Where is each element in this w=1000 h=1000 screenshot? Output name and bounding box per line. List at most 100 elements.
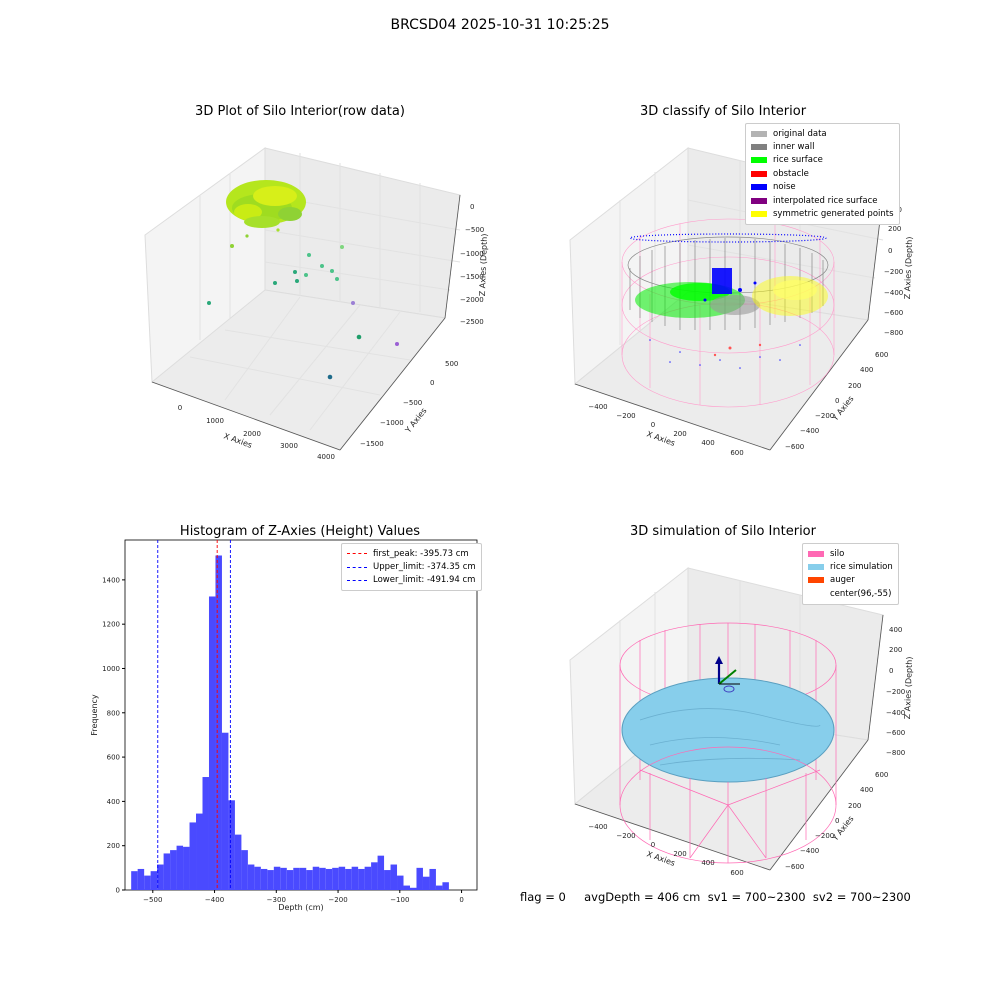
- y-tick-label: 800: [107, 709, 120, 717]
- simulation-z-tick: 200: [889, 646, 902, 654]
- legend-item-obstacle: obstacle: [751, 167, 894, 180]
- x-tick-label: −500: [143, 896, 162, 904]
- classify-noise-cluster: [703, 268, 757, 302]
- histogram-x-axis-label: Depth (cm): [278, 903, 323, 912]
- classify-obstacle-dots: [713, 343, 762, 357]
- histogram-bar: [163, 853, 171, 890]
- histogram-bar: [150, 871, 158, 890]
- raw-y-tick: −1500: [360, 440, 384, 448]
- classify-z-tick: 200: [888, 225, 901, 233]
- simulation-z-tick: 400: [889, 626, 902, 634]
- simulation-y-axis-label: Y Axies: [830, 814, 856, 843]
- simulation-3d-z-ticks: 400 200 0 −200 −400 −600 −800: [886, 626, 905, 757]
- raw-3d-z-ticks: 0 −500 −1000 −1500 −2000 −2500: [460, 203, 484, 326]
- histogram-bar: [371, 862, 378, 890]
- classify-y-axis-label: Y Axies: [830, 394, 856, 423]
- legend-label: obstacle: [773, 168, 809, 179]
- histogram-bar: [312, 866, 320, 890]
- simulation-z-tick: −400: [886, 709, 905, 717]
- y-tick-label: 1200: [102, 621, 120, 629]
- simulation-silo-wireframe-front: [619, 746, 837, 864]
- simulation-legend: silo rice simulation auger center(96,-55…: [802, 543, 899, 605]
- histogram-bar: [221, 732, 229, 890]
- legend-line: [347, 566, 367, 568]
- legend-item-first-peak: first_peak: -395.73 cm: [347, 547, 476, 560]
- simulation-x-tick: −200: [616, 832, 635, 840]
- panel2-title: 3D classify of Silo Interior: [639, 104, 807, 119]
- raw-y-axis-label: Y Axies: [403, 406, 429, 435]
- classify-3d-y-ticks: 600 400 200 0 −200 −400 −600: [785, 351, 888, 451]
- histogram-bar: [137, 868, 145, 890]
- histogram-bar: [332, 867, 339, 890]
- legend-swatch: [808, 564, 824, 571]
- legend-item-auger: auger: [808, 574, 893, 587]
- classify-legend: original data inner wall rice surface ob…: [745, 123, 900, 225]
- legend-swatch: [808, 591, 824, 597]
- x-tick-label: 0: [459, 896, 463, 904]
- raw-x-tick: 2000: [243, 430, 261, 438]
- raw-3d-x-ticks: 0 1000 2000 3000 4000: [178, 404, 335, 460]
- simulation-x-axis-label: X Axies: [645, 849, 676, 868]
- simulation-z-tick: 0: [889, 667, 893, 675]
- legend-item-symmetric: symmetric generated points: [751, 207, 894, 220]
- histogram-bar: [189, 822, 197, 890]
- histogram-bar: [228, 800, 235, 890]
- legend-swatch: [751, 130, 767, 137]
- legend-line: [347, 579, 367, 581]
- histogram-bar: [345, 868, 352, 890]
- classify-y-tick: −600: [785, 443, 804, 451]
- simulation-y-tick: −200: [815, 832, 834, 840]
- simulation-y-tick: 400: [860, 786, 873, 794]
- panel1-title: 3D Plot of Silo Interior(row data): [195, 104, 405, 119]
- histogram-bar: [286, 870, 294, 890]
- classify-z-tick: −600: [884, 309, 903, 317]
- raw-z-tick: −2500: [460, 318, 484, 326]
- histogram-bar: [442, 882, 449, 890]
- raw-3d-axis-lines: [151, 194, 461, 451]
- simulation-z-tick: −800: [886, 749, 905, 757]
- legend-swatch: [808, 550, 824, 557]
- legend-label: rice simulation: [830, 562, 893, 573]
- raw-z-axis-label: Z Axies (Depth): [478, 233, 489, 296]
- simulation-3d-y-ticks: 600 400 200 0 −200 −400 −600: [785, 771, 888, 871]
- histogram-bar: [247, 864, 255, 890]
- classify-y-tick: −200: [815, 412, 834, 420]
- raw-y-tick: −1000: [380, 419, 404, 427]
- histogram-y-axis-label: Frequency: [90, 694, 99, 736]
- raw-z-tick: −500: [465, 226, 484, 234]
- histogram-bar: [170, 850, 177, 890]
- histogram-bar: [208, 596, 216, 890]
- simulation-x-tick: 400: [701, 859, 714, 867]
- depth-histogram: −500 −400 −300 −200 −100 0 0 200 400 600 800 1000 1…: [90, 539, 478, 912]
- histogram-y-ticks: 0 200 400 600 800 1000 1200 1400: [102, 576, 125, 895]
- classify-y-tick: 0: [835, 397, 839, 405]
- simulation-y-tick: 600: [875, 771, 888, 779]
- legend-item-interpolated: interpolated rice surface: [751, 194, 894, 207]
- classify-y-tick: 400: [860, 366, 873, 374]
- simulation-y-tick: 0: [835, 817, 839, 825]
- legend-label: Upper_limit: -374.35 cm: [373, 562, 476, 573]
- classify-3d-z-ticks: 00 200 0 −200 −400 −600 −800: [884, 206, 903, 337]
- simulation-x-tick: 0: [651, 841, 655, 849]
- histogram-bar: [254, 866, 261, 890]
- histogram-bar: [176, 845, 184, 890]
- classify-x-tick: −400: [588, 403, 607, 411]
- histogram-bar: [377, 855, 385, 890]
- y-tick-label: 1400: [102, 576, 120, 584]
- classify-symmetric-points: [752, 276, 828, 316]
- classify-x-tick: 200: [673, 430, 686, 438]
- histogram-bar: [131, 871, 138, 890]
- x-tick-label: −400: [205, 896, 224, 904]
- histogram-bar: [358, 868, 365, 890]
- legend-label: auger: [830, 575, 855, 586]
- simulation-z-axis-label: Z Axies (Depth): [903, 656, 914, 719]
- legend-item-rice-surface: rice surface: [751, 154, 894, 167]
- simulation-y-tick: −400: [800, 847, 819, 855]
- histogram-bar: [267, 870, 274, 890]
- legend-label: first_peak: -395.73 cm: [373, 548, 469, 559]
- simulation-x-tick: 200: [673, 850, 686, 858]
- histogram-bar: [409, 887, 417, 890]
- legend-item-original-data: original data: [751, 127, 894, 140]
- legend-label: center(96,-55): [830, 588, 892, 599]
- classify-y-tick: 600: [875, 351, 888, 359]
